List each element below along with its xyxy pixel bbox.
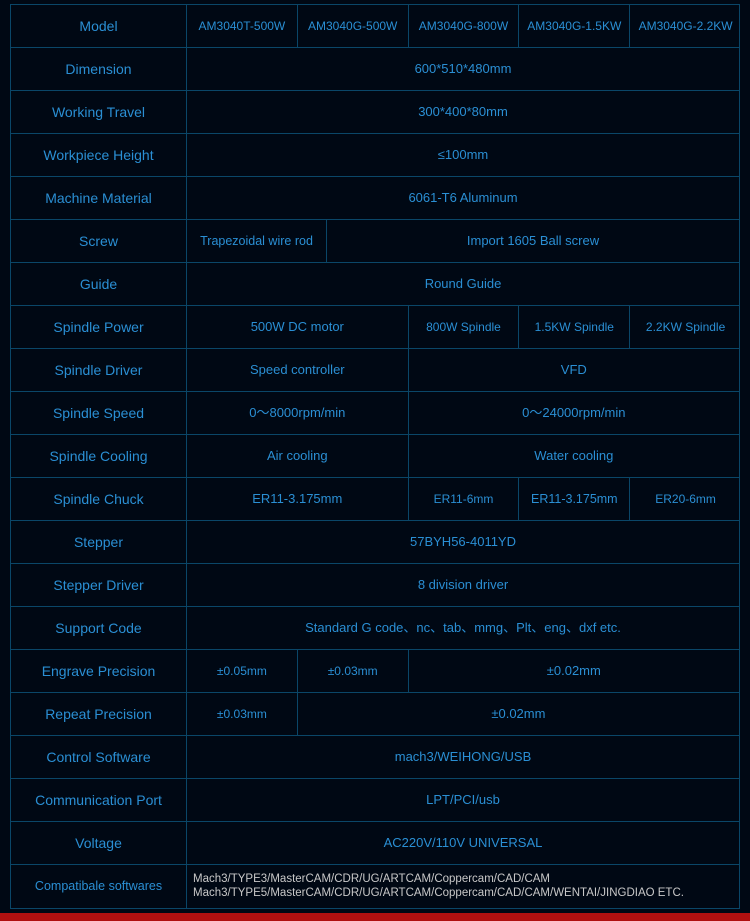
row-spindle-power: Spindle Power 500W DC motor 800W Spindle… xyxy=(11,306,739,349)
label-control-software: Control Software xyxy=(11,736,187,778)
val-spindle-speed-2: 0～24000rpm/min xyxy=(409,392,739,434)
label-repeat-precision: Repeat Precision xyxy=(11,693,187,735)
label-spindle-cooling: Spindle Cooling xyxy=(11,435,187,477)
val-dimension: 600*510*480mm xyxy=(187,48,739,90)
label-spindle-chuck: Spindle Chuck xyxy=(11,478,187,520)
val-repeat-1: ±0.03mm xyxy=(187,693,298,735)
val-spindle-chuck-4: ER20-6mm xyxy=(630,478,741,520)
label-support-code: Support Code xyxy=(11,607,187,649)
row-stepper: Stepper 57BYH56-4011YD xyxy=(11,521,739,564)
val-working-travel: 300*400*80mm xyxy=(187,91,739,133)
val-machine-material: 6061-T6 Aluminum xyxy=(187,177,739,219)
model-3: AM3040G-1.5KW xyxy=(519,5,630,47)
row-control-software: Control Software mach3/WEIHONG/USB xyxy=(11,736,739,779)
label-communication-port: Communication Port xyxy=(11,779,187,821)
row-voltage: Voltage AC220V/110V UNIVERSAL xyxy=(11,822,739,865)
val-spindle-speed-1: 0～8000rpm/min xyxy=(187,392,409,434)
val-spindle-driver-1: Speed controller xyxy=(187,349,409,391)
val-communication-port: LPT/PCI/usb xyxy=(187,779,739,821)
label-engrave-precision: Engrave Precision xyxy=(11,650,187,692)
val-spindle-power-2: 800W Spindle xyxy=(409,306,520,348)
row-dimension: Dimension 600*510*480mm xyxy=(11,48,739,91)
label-stepper-driver: Stepper Driver xyxy=(11,564,187,606)
label-workpiece-height: Workpiece Height xyxy=(11,134,187,176)
label-screw: Screw xyxy=(11,220,187,262)
val-support-code: Standard G code、nc、tab、mmg、Plt、eng、dxf e… xyxy=(187,607,739,649)
val-repeat-2: ±0.02mm xyxy=(298,693,739,735)
label-machine-material: Machine Material xyxy=(11,177,187,219)
row-support-code: Support Code Standard G code、nc、tab、mmg、… xyxy=(11,607,739,650)
row-model: Model AM3040T-500W AM3040G-500W AM3040G-… xyxy=(11,5,739,48)
compat-line-2: Mach3/TYPE5/MasterCAM/CDR/UG/ARTCAM/Copp… xyxy=(193,887,684,901)
val-screw-1: Trapezoidal wire rod xyxy=(187,220,327,262)
row-stepper-driver: Stepper Driver 8 division driver xyxy=(11,564,739,607)
model-0: AM3040T-500W xyxy=(187,5,298,47)
row-guide: Guide Round Guide xyxy=(11,263,739,306)
row-spindle-cooling: Spindle Cooling Air cooling Water coolin… xyxy=(11,435,739,478)
row-machine-material: Machine Material 6061-T6 Aluminum xyxy=(11,177,739,220)
val-stepper: 57BYH56-4011YD xyxy=(187,521,739,563)
label-spindle-speed: Spindle Speed xyxy=(11,392,187,434)
row-compat-sw: Compatibale softwares Mach3/TYPE3/Master… xyxy=(11,865,739,908)
label-guide: Guide xyxy=(11,263,187,305)
val-engrave-2: ±0.03mm xyxy=(298,650,409,692)
row-communication-port: Communication Port LPT/PCI/usb xyxy=(11,779,739,822)
val-spindle-driver-2: VFD xyxy=(409,349,739,391)
model-1: AM3040G-500W xyxy=(298,5,409,47)
row-engrave-precision: Engrave Precision ±0.05mm ±0.03mm ±0.02m… xyxy=(11,650,739,693)
row-spindle-speed: Spindle Speed 0～8000rpm/min 0～24000rpm/m… xyxy=(11,392,739,435)
val-spindle-power-1: 500W DC motor xyxy=(187,306,409,348)
val-engrave-3: ±0.02mm xyxy=(409,650,739,692)
row-screw: Screw Trapezoidal wire rod Import 1605 B… xyxy=(11,220,739,263)
val-spindle-power-3: 1.5KW Spindle xyxy=(519,306,630,348)
spec-table: Model AM3040T-500W AM3040G-500W AM3040G-… xyxy=(10,4,740,909)
val-spindle-power-4: 2.2KW Spindle xyxy=(630,306,741,348)
val-spindle-chuck-3: ER11-3.175mm xyxy=(519,478,630,520)
row-spindle-chuck: Spindle Chuck ER11-3.175mm ER11-6mm ER11… xyxy=(11,478,739,521)
val-voltage: AC220V/110V UNIVERSAL xyxy=(187,822,739,864)
val-guide: Round Guide xyxy=(187,263,739,305)
row-spindle-driver: Spindle Driver Speed controller VFD xyxy=(11,349,739,392)
val-control-software: mach3/WEIHONG/USB xyxy=(187,736,739,778)
val-workpiece-height: ≤100mm xyxy=(187,134,739,176)
row-workpiece-height: Workpiece Height ≤100mm xyxy=(11,134,739,177)
label-model: Model xyxy=(11,5,187,47)
val-spindle-cooling-2: Water cooling xyxy=(409,435,739,477)
val-engrave-1: ±0.05mm xyxy=(187,650,298,692)
val-spindle-cooling-1: Air cooling xyxy=(187,435,409,477)
val-screw-2: Import 1605 Ball screw xyxy=(327,220,739,262)
val-spindle-chuck-1: ER11-3.175mm xyxy=(187,478,409,520)
model-2: AM3040G-800W xyxy=(409,5,520,47)
label-spindle-power: Spindle Power xyxy=(11,306,187,348)
compat-line-1: Mach3/TYPE3/MasterCAM/CDR/UG/ARTCAM/Copp… xyxy=(193,873,684,887)
val-compat-sw: Mach3/TYPE3/MasterCAM/CDR/UG/ARTCAM/Copp… xyxy=(187,865,739,908)
label-compat-sw: Compatibale softwares xyxy=(11,865,187,908)
label-spindle-driver: Spindle Driver xyxy=(11,349,187,391)
row-repeat-precision: Repeat Precision ±0.03mm ±0.02mm xyxy=(11,693,739,736)
bottom-accent-bar xyxy=(0,913,750,921)
label-dimension: Dimension xyxy=(11,48,187,90)
label-voltage: Voltage xyxy=(11,822,187,864)
label-working-travel: Working Travel xyxy=(11,91,187,133)
val-stepper-driver: 8 division driver xyxy=(187,564,739,606)
model-4: AM3040G-2.2KW xyxy=(630,5,741,47)
label-stepper: Stepper xyxy=(11,521,187,563)
row-working-travel: Working Travel 300*400*80mm xyxy=(11,91,739,134)
val-spindle-chuck-2: ER11-6mm xyxy=(409,478,520,520)
